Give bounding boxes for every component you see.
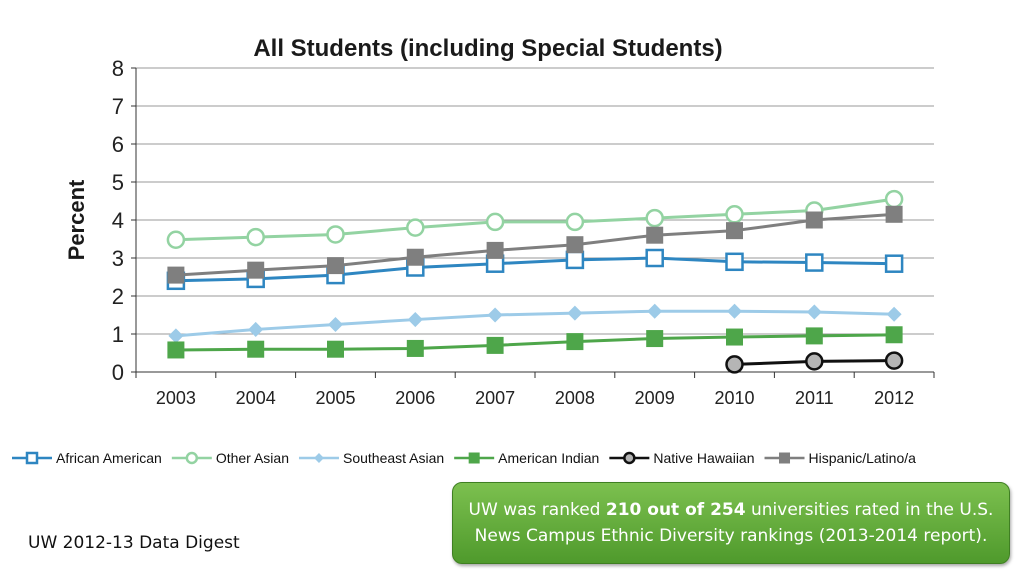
callout-text: UW was ranked 210 out of 254 universitie… (453, 497, 1009, 549)
data-point (485, 212, 505, 232)
legend-label: African American (56, 450, 162, 466)
data-point (726, 328, 743, 346)
data-point (886, 306, 902, 322)
legend-label: Southeast Asian (343, 450, 444, 466)
source-note: UW 2012-13 Data Digest (28, 533, 240, 553)
series-line (175, 197, 895, 242)
data-point (645, 208, 664, 228)
data-point (406, 218, 425, 237)
data-point (486, 241, 504, 259)
data-point (248, 321, 264, 337)
data-point (806, 304, 822, 320)
y-tick-label: 6 (112, 132, 124, 157)
y-tick-label: 0 (112, 360, 124, 385)
data-point (406, 248, 424, 266)
y-axis-label: Percent (64, 179, 89, 260)
x-tick-label: 2008 (555, 388, 595, 408)
data-point (623, 451, 636, 465)
data-point (884, 189, 904, 209)
legend-label: Native Hawaiian (653, 450, 754, 466)
data-point (885, 326, 903, 344)
y-tick-label: 4 (112, 208, 124, 233)
series-line (175, 212, 895, 277)
y-tick-label: 3 (112, 246, 124, 271)
data-point (646, 330, 664, 348)
x-tick-label: 2006 (395, 388, 435, 408)
series-line (175, 256, 895, 283)
y-axis-ticks: 0 1 2 3 4 5 6 7 8 (112, 56, 124, 385)
y-tick-label: 7 (112, 94, 124, 119)
data-point (167, 341, 185, 359)
series-line (175, 309, 895, 338)
data-point (725, 252, 744, 272)
data-point (779, 452, 791, 464)
x-tick-label: 2010 (714, 388, 754, 408)
data-point (726, 222, 743, 240)
data-point (566, 333, 584, 351)
data-point (247, 261, 265, 279)
data-point (725, 355, 744, 374)
data-point (805, 253, 824, 272)
callout-highlight: 210 out of 254 (605, 500, 746, 520)
data-point (326, 225, 345, 244)
y-tick-label: 1 (112, 322, 124, 347)
data-point (565, 212, 585, 232)
data-point (725, 205, 744, 224)
legend-label: American Indian (498, 450, 599, 466)
x-tick-label: 2011 (795, 388, 834, 408)
data-point (645, 248, 664, 268)
legend: African American Other Asian Southeast Asi… (12, 450, 916, 466)
callout-text-start: UW was ranked (468, 500, 606, 520)
data-point (185, 451, 199, 465)
data-point (487, 307, 503, 323)
data-point (327, 257, 344, 275)
line-chart: All Students (including Special Students… (12, 35, 935, 466)
data-point (805, 327, 823, 345)
ranking-callout: UW was ranked 210 out of 254 universitie… (452, 482, 1010, 564)
data-point (168, 328, 184, 344)
data-point (805, 211, 823, 229)
data-point (407, 312, 423, 328)
legend-label: Hispanic/Latino/a (809, 450, 917, 466)
chart-title: All Students (including Special Students… (253, 35, 722, 62)
data-point (406, 339, 424, 357)
y-tick-label: 2 (112, 284, 124, 309)
callout-text-end: universities rated in the U.S. News Camp… (474, 500, 994, 546)
x-tick-label: 2005 (315, 388, 355, 408)
x-tick-label: 2012 (874, 388, 914, 408)
x-tick-label: 2004 (236, 388, 276, 408)
data-point (25, 451, 39, 465)
data-point (884, 254, 904, 273)
data-point (805, 352, 824, 371)
x-tick-label: 2003 (156, 388, 196, 408)
x-axis-ticks: 2003 2004 2005 2006 2007 2008 2009 2010 2011 2012 (156, 388, 914, 408)
data-point (567, 305, 583, 321)
data-point (884, 351, 904, 370)
data-point (486, 336, 504, 354)
data-point (166, 230, 186, 250)
data-point (468, 452, 480, 464)
series-layer (166, 189, 904, 374)
data-point (327, 316, 344, 333)
data-point (167, 266, 185, 284)
data-point (566, 236, 584, 254)
y-tick-label: 8 (112, 56, 124, 81)
series-line (175, 333, 895, 352)
data-point (314, 453, 324, 463)
legend-label: Other Asian (216, 450, 289, 466)
data-point (646, 226, 664, 244)
data-point (885, 205, 903, 223)
data-point (565, 250, 585, 270)
x-tick-label: 2007 (475, 388, 515, 408)
data-point (247, 340, 265, 358)
data-point (246, 227, 265, 247)
grid (131, 67, 935, 378)
data-point (327, 340, 344, 358)
data-point (647, 303, 663, 319)
y-tick-label: 5 (112, 170, 124, 195)
data-point (726, 303, 743, 319)
x-tick-label: 2009 (635, 388, 675, 408)
